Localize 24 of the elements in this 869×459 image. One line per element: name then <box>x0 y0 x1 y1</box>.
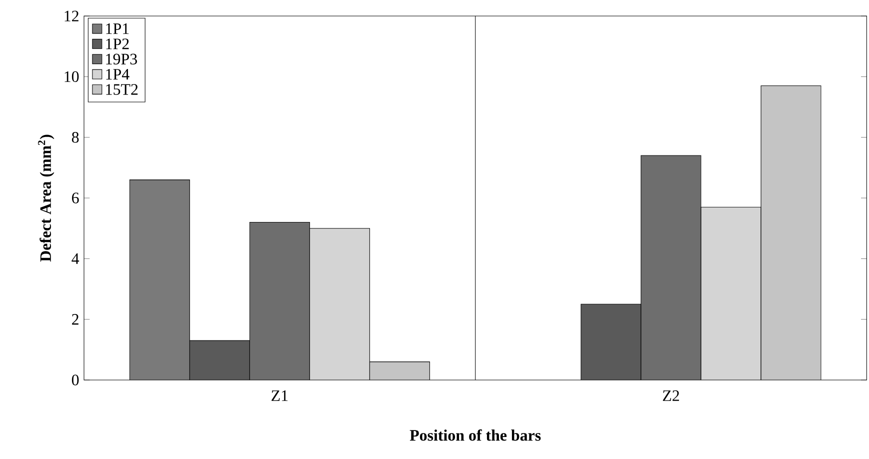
y-tick-label: 6 <box>72 192 79 204</box>
legend-label: 1P1 <box>106 23 129 34</box>
bar <box>760 86 822 380</box>
bar <box>309 228 370 380</box>
y-tick-label: 2 <box>72 314 78 325</box>
legend-label: 19P3 <box>106 54 137 64</box>
x-tick-label: Z2 <box>662 390 679 401</box>
legend-label: 1P4 <box>106 68 130 80</box>
bar <box>580 304 642 380</box>
y-tick-label: 0 <box>72 374 79 386</box>
bar <box>249 222 310 380</box>
y-tick-label: 4 <box>72 253 80 264</box>
bar <box>700 206 762 380</box>
legend-label: 15T2 <box>106 84 138 95</box>
y-tick-label: 8 <box>72 132 79 143</box>
x-axis-title: Position of the bars <box>410 429 541 441</box>
legend-label: 1P2 <box>106 38 129 50</box>
y-tick-label: 10 <box>64 71 79 82</box>
bar <box>640 155 702 380</box>
y-tick-label: 12 <box>64 10 78 22</box>
bar <box>369 362 430 380</box>
x-tick-label: Z1 <box>272 390 288 401</box>
y-axis-title: Defect Area (mm$^{2}$) <box>38 134 54 262</box>
bar <box>189 340 250 380</box>
